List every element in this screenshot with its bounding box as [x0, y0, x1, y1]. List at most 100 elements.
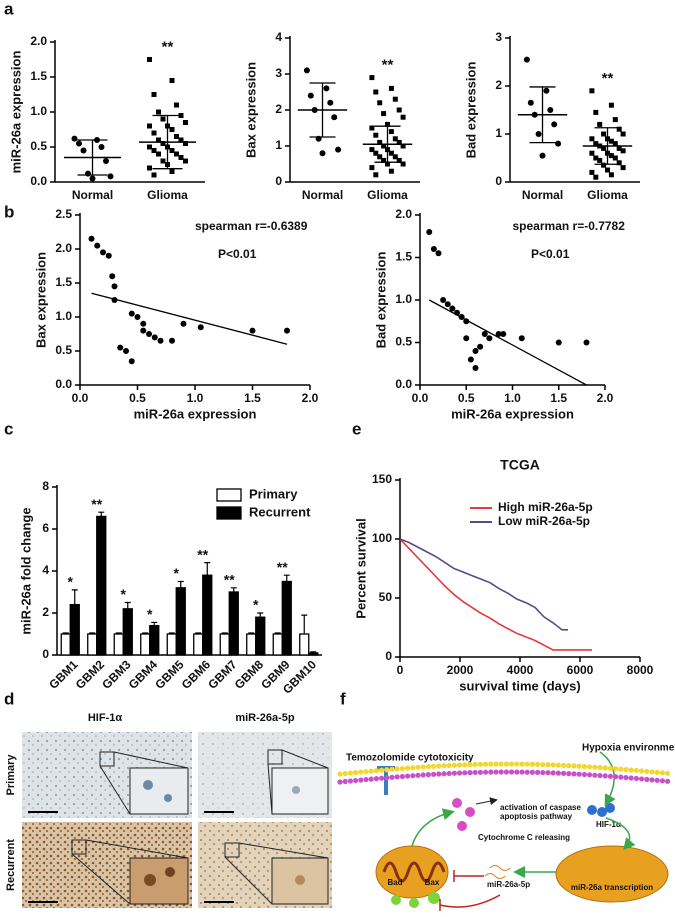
data-point	[377, 100, 383, 106]
data-point	[518, 335, 525, 342]
error-bar	[374, 125, 401, 163]
mitochondrion	[375, 845, 449, 899]
data-point	[169, 78, 175, 83]
data-point	[377, 154, 383, 160]
data-point	[151, 92, 157, 97]
data-point	[620, 131, 626, 137]
chart-title: TCGA	[500, 457, 540, 473]
membrane-lipid	[394, 774, 400, 780]
membrane-lipid	[566, 763, 572, 769]
membrane-lipid	[483, 761, 489, 767]
data-point	[111, 283, 118, 290]
data-point	[388, 85, 394, 91]
hif-1a	[587, 803, 615, 817]
data-point	[98, 144, 105, 150]
data-point	[183, 158, 188, 164]
membrane-lipid	[498, 761, 504, 767]
data-point	[616, 126, 622, 132]
data-point	[174, 102, 179, 108]
membrane-lipid	[425, 764, 431, 770]
data-point	[160, 141, 166, 146]
data-point	[323, 85, 330, 92]
membrane-lipid	[353, 769, 359, 776]
data-point	[373, 132, 379, 138]
membrane-lipid	[431, 763, 437, 769]
data-point	[597, 157, 603, 163]
y-tick-label: 3	[495, 30, 502, 44]
membrane-lipid	[410, 765, 416, 771]
bar	[246, 633, 257, 656]
arrow	[605, 817, 636, 851]
membrane-lipid	[457, 770, 463, 776]
error-bar	[152, 114, 183, 170]
membrane-lipid	[446, 762, 452, 769]
data-point	[117, 344, 124, 351]
membrane-lipid	[649, 769, 655, 775]
legend-label: High miR-26a-5p	[498, 500, 593, 514]
legend-swatch	[216, 506, 242, 520]
membrane-lipid	[467, 762, 473, 768]
membrane-lipid	[628, 767, 634, 773]
data-point	[449, 305, 456, 312]
x-tick-label: GBM3	[99, 657, 134, 692]
survival-curve	[399, 538, 592, 651]
membrane-lipid	[597, 764, 603, 771]
membrane-lipid	[550, 762, 556, 768]
membrane-lipid	[441, 771, 447, 777]
diagram-label: Bax	[425, 878, 440, 887]
membrane-lipid	[358, 769, 364, 775]
data-point	[430, 246, 437, 252]
error-bar	[124, 601, 131, 609]
data-point	[369, 125, 375, 131]
membrane-lipid	[592, 764, 598, 770]
data-point	[400, 114, 406, 120]
membrane-lipid	[342, 778, 348, 785]
data-point	[369, 75, 375, 81]
membrane-lipid	[665, 770, 671, 776]
data-point	[392, 154, 398, 160]
data-point	[147, 165, 152, 171]
membrane-lipid	[347, 778, 353, 784]
data-point	[373, 150, 379, 156]
data-point	[128, 358, 135, 365]
y-tick-label: 4	[42, 563, 49, 577]
y-tick-label: 1.0	[30, 104, 47, 118]
diagram-label: Temozolomide cytotoxicity	[346, 753, 474, 764]
y-tick-label: 1.0	[55, 309, 72, 323]
membrane-lipid	[514, 761, 520, 767]
data-point	[435, 250, 442, 257]
membrane-lipid	[566, 771, 572, 777]
x-tick-label: Normal	[72, 188, 113, 202]
diagram-label: miR-26a-5p	[487, 880, 530, 889]
data-point	[385, 161, 390, 167]
error-bar	[274, 632, 281, 634]
data-point	[543, 87, 550, 94]
error-bar	[62, 632, 69, 634]
membrane-lipid	[540, 761, 546, 768]
x-tick-label: Glioma	[367, 188, 408, 202]
membrane-lipid	[519, 769, 525, 775]
diagram-label: Hypoxia environment	[582, 743, 675, 754]
membrane-lipid	[368, 768, 374, 774]
data-point	[381, 157, 387, 163]
membrane-lipid	[519, 761, 525, 767]
data-point	[151, 172, 157, 178]
legend-label: Recurrent	[249, 504, 311, 519]
x-tick-label: Glioma	[147, 188, 188, 202]
mirna-strands	[484, 865, 511, 879]
data-point	[183, 141, 188, 146]
membrane-lipid	[581, 763, 588, 770]
membrane-lipid	[649, 777, 655, 783]
membrane-lipid	[472, 769, 478, 776]
membrane-lipid	[451, 762, 457, 768]
data-point	[444, 301, 451, 308]
membrane-lipid	[498, 769, 504, 775]
bar	[299, 633, 310, 656]
x-tick-label: GBM7	[205, 657, 240, 692]
bar	[193, 633, 204, 656]
x-tick-label: Glioma	[587, 188, 628, 202]
cytochrome-c	[452, 798, 475, 831]
membrane-lipid	[425, 772, 431, 778]
inhibition	[453, 870, 484, 882]
